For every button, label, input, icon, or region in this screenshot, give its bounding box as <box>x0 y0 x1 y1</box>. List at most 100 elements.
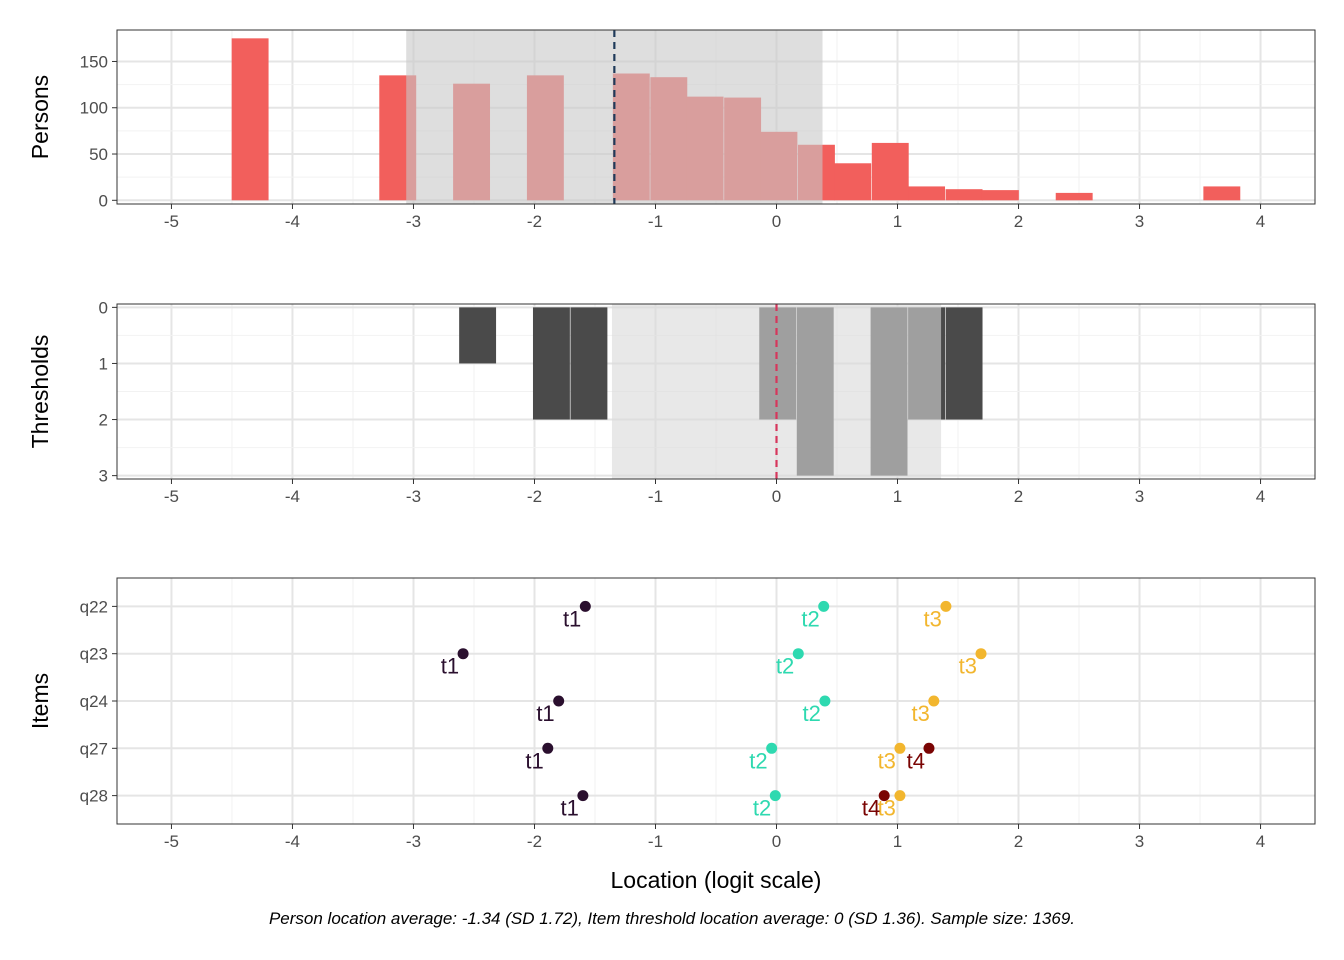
threshold-label: t1 <box>536 701 554 726</box>
histogram-bar <box>1055 192 1093 201</box>
threshold-label: t2 <box>801 606 819 631</box>
threshold-label: t1 <box>525 748 543 773</box>
y-tick-label: 100 <box>80 99 108 118</box>
y-tick-label: 2 <box>99 411 108 430</box>
threshold-label: t1 <box>563 606 581 631</box>
threshold-point <box>818 600 830 612</box>
x-tick-label: -3 <box>406 212 421 231</box>
threshold-point <box>923 742 935 754</box>
x-tick-label: 2 <box>1014 212 1023 231</box>
x-tick-label: -5 <box>164 212 179 231</box>
threshold-label: t3 <box>924 606 942 631</box>
y-tick-label: 0 <box>99 298 108 317</box>
caption: Person location average: -1.34 (SD 1.72)… <box>269 909 1075 928</box>
histogram-bar <box>945 307 983 420</box>
x-tick-label: -2 <box>527 832 542 851</box>
histogram-bar <box>1203 186 1241 201</box>
histogram-bar <box>532 307 570 420</box>
threshold-point <box>878 790 890 802</box>
x-tick-label: -3 <box>406 487 421 506</box>
threshold-point <box>553 695 565 707</box>
y-tick-label: 3 <box>99 467 108 486</box>
x-tick-label: 1 <box>893 212 902 231</box>
threshold-point <box>766 742 778 754</box>
y-axis-title-persons: Persons <box>27 75 53 159</box>
threshold-label: t4 <box>907 748 925 773</box>
threshold-point <box>894 742 906 754</box>
x-tick-label: -5 <box>164 487 179 506</box>
x-tick-label: -4 <box>285 487 300 506</box>
x-tick-label: 3 <box>1135 832 1144 851</box>
y-axis-title-thresholds: Thresholds <box>27 335 53 449</box>
x-tick-label: 3 <box>1135 212 1144 231</box>
y-tick-label: q23 <box>80 645 108 664</box>
panel-border <box>116 303 1316 480</box>
x-tick-label: 1 <box>893 487 902 506</box>
x-tick-label: -1 <box>648 487 663 506</box>
x-tick-label: 1 <box>893 832 902 851</box>
threshold-label: t2 <box>776 654 794 679</box>
x-tick-label: -4 <box>285 212 300 231</box>
y-tick-label: 1 <box>99 354 108 373</box>
y-axis-title-items: Items <box>27 673 53 729</box>
histogram-bar <box>908 186 946 201</box>
x-tick-label: -2 <box>527 212 542 231</box>
y-tick-label: 50 <box>89 145 108 164</box>
threshold-label: t1 <box>441 654 459 679</box>
x-tick-label: -2 <box>527 487 542 506</box>
threshold-point <box>894 790 906 802</box>
histogram-bar <box>570 307 608 420</box>
threshold-point <box>940 600 952 612</box>
histogram-bar <box>871 142 909 201</box>
x-tick-label: 0 <box>772 212 781 231</box>
y-tick-label: 0 <box>99 191 108 210</box>
x-tick-label: 4 <box>1256 832 1265 851</box>
y-tick-label: 150 <box>80 52 108 71</box>
threshold-point <box>457 648 469 660</box>
y-tick-label: q24 <box>80 692 108 711</box>
threshold-label: t1 <box>561 796 579 821</box>
x-tick-label: -1 <box>648 832 663 851</box>
x-tick-label: -3 <box>406 832 421 851</box>
threshold-label: t3 <box>911 701 929 726</box>
threshold-point <box>577 790 589 802</box>
threshold-point <box>769 790 781 802</box>
y-tick-label: q22 <box>80 597 108 616</box>
thresholds-panel: 0 1 2 3 -5 -4 -3 -2 -1 0 1 2 3 4 Thresholds <box>27 298 1316 506</box>
threshold-label: t3 <box>959 654 977 679</box>
histogram-bar <box>834 163 872 201</box>
histogram-bar <box>981 190 1019 201</box>
histogram-bar <box>459 307 497 364</box>
x-tick-label: 0 <box>772 832 781 851</box>
threshold-label: t3 <box>878 796 896 821</box>
threshold-label: t2 <box>749 748 767 773</box>
x-tick-label: 2 <box>1014 832 1023 851</box>
x-tick-label: -5 <box>164 832 179 851</box>
threshold-label: t4 <box>862 796 880 821</box>
threshold-point <box>819 695 831 707</box>
y-tick-label: q28 <box>80 787 108 806</box>
histogram-bar <box>945 189 983 201</box>
x-tick-label: 4 <box>1256 487 1265 506</box>
x-tick-label: -1 <box>648 212 663 231</box>
x-tick-label: 2 <box>1014 487 1023 506</box>
threshold-label: t2 <box>803 701 821 726</box>
y-tick-label: q27 <box>80 739 108 758</box>
x-axis-title: Location (logit scale) <box>611 867 822 893</box>
threshold-label: t2 <box>753 796 771 821</box>
threshold-point <box>542 742 554 754</box>
threshold-point <box>928 695 940 707</box>
histogram-bar <box>231 38 269 201</box>
x-tick-label: 4 <box>1256 212 1265 231</box>
x-tick-label: -4 <box>285 832 300 851</box>
persons-panel: 0 50 100 150 -5 -4 -3 -2 -1 0 1 2 3 4 Persons <box>27 29 1316 231</box>
threshold-point <box>579 600 591 612</box>
threshold-point <box>792 648 804 660</box>
x-tick-label: 0 <box>772 487 781 506</box>
threshold-point <box>975 648 987 660</box>
panel-border <box>116 29 1316 205</box>
threshold-label: t3 <box>878 748 896 773</box>
x-tick-label: 3 <box>1135 487 1144 506</box>
